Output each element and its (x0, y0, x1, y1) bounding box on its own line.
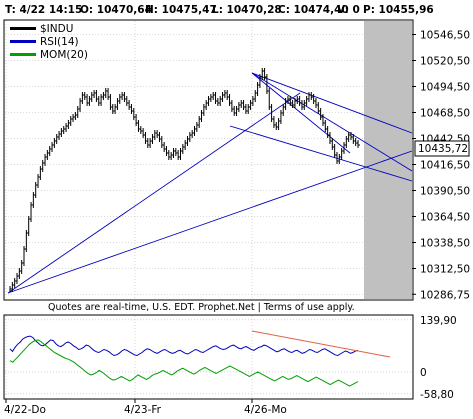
indicator-trendline (251, 330, 391, 358)
price-tick-label: 10494,50 (420, 82, 470, 94)
legend: $INDU RSI(14) MOM(20) (10, 23, 88, 61)
legend-label-rsi: RSI(14) (40, 36, 79, 48)
header-prev: P: 10455,96 (363, 4, 434, 16)
indicator-series (9, 335, 359, 387)
header-open: O: 10470,64 (80, 4, 152, 16)
price-panel (3, 19, 414, 301)
legend-swatch-rsi (10, 40, 36, 43)
legend-swatch-indu (10, 27, 36, 30)
indicator-grid (5, 316, 412, 398)
trendline (229, 125, 413, 182)
price-tick-label: 10338,50 (420, 238, 470, 250)
header-date: T: 4/22 14:15 (5, 4, 82, 16)
indicator-tick-label: 139,90 (420, 315, 457, 327)
legend-swatch-mom (10, 53, 36, 56)
trendline (7, 92, 301, 294)
header-high: H: 10475,47 (145, 4, 217, 16)
header-bar: T: 4/22 14:15 O: 10470,64 H: 10475,47 L:… (5, 4, 434, 16)
indicator-line-mom (9, 339, 359, 387)
price-tick-label: 10520,50 (420, 56, 470, 68)
indicator-axis: 139,90 0 -58,80 (420, 315, 457, 401)
indicator-tick-label: 0 (420, 367, 427, 379)
trendlines (7, 72, 413, 294)
price-grid (5, 21, 412, 299)
x-tick-label: 4/22-Do (4, 404, 46, 416)
trendline (251, 72, 413, 134)
trendline (7, 150, 413, 294)
indicator-line-rsi (9, 335, 359, 357)
trendline (251, 72, 413, 172)
price-series (9, 68, 360, 292)
x-axis: 4/22-Do 4/23-Fr 4/26-Mo (4, 399, 287, 416)
price-tick-label: 10390,50 (420, 186, 470, 198)
last-price-box (414, 140, 470, 157)
last-price-label: 10435,72 (418, 143, 468, 155)
indicator-tick-label: -58,80 (420, 389, 454, 401)
price-tick-label: 10546,50 (420, 30, 470, 42)
future-shade (364, 21, 412, 299)
legend-label-indu: $INDU (40, 23, 73, 35)
header-volume: V: 0 (337, 4, 360, 16)
price-tick-label: 10468,50 (420, 108, 470, 120)
header-low: L: 10470,28 (212, 4, 282, 16)
price-tick-label: 10312,50 (420, 264, 470, 276)
trendline (251, 72, 351, 154)
footer-note: Quotes are real-time, U.S. EDT. Prophet.… (48, 302, 355, 313)
x-tick-label: 4/26-Mo (244, 404, 287, 416)
x-tick-label: 4/23-Fr (124, 404, 162, 416)
price-axis: 10546,5010520,5010494,5010468,5010442,50… (412, 30, 470, 301)
legend-label-mom: MOM(20) (40, 49, 88, 61)
price-tick-label: 10364,50 (420, 212, 470, 224)
price-tick-label: 10416,50 (420, 160, 470, 172)
header-close: C: 10474,40 (278, 4, 349, 16)
price-tick-label: 10286,75 (420, 289, 470, 301)
indicator-panel (3, 314, 414, 400)
